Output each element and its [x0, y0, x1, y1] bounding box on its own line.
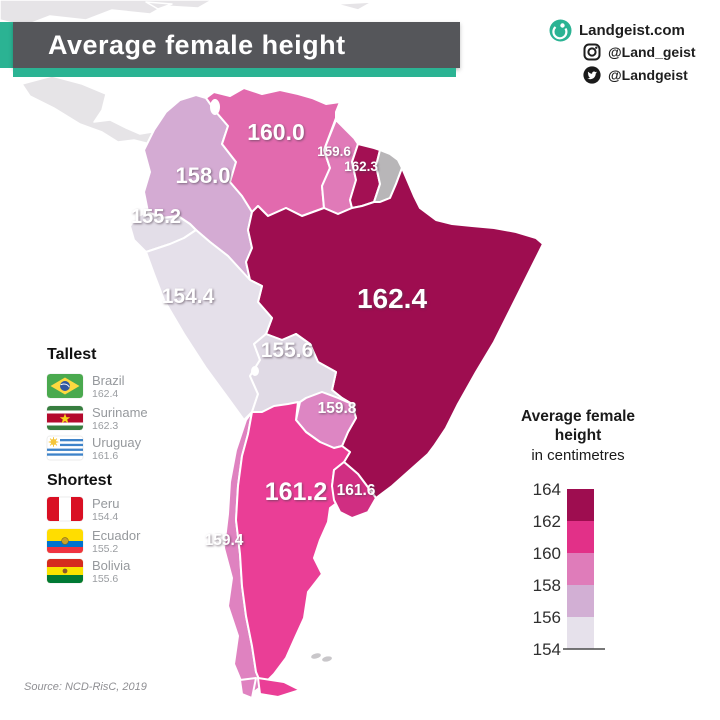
brazil-flag-icon — [47, 374, 83, 398]
scale-subtitle: in centimetres — [531, 447, 625, 464]
island-tierra-del-fuego-argentina — [257, 677, 301, 698]
label-paraguay: 159.8 — [318, 400, 357, 417]
source-credit: Source: NCD-RisC, 2019 — [24, 681, 147, 693]
label-argentina: 161.2 — [265, 478, 328, 506]
tallest-row-brazil: Brazil 162.4 — [47, 374, 125, 400]
country-name: Peru — [92, 496, 120, 511]
peru-flag-icon — [47, 497, 83, 521]
country-value: 162.4 — [92, 388, 119, 400]
background-island-1 — [145, 1, 173, 10]
color-scale: 164 162 160 158 156 154 — [533, 481, 605, 659]
country-argentina — [235, 401, 351, 687]
page-title: Average female height — [48, 30, 346, 60]
scale-tick-162: 162 — [533, 512, 561, 531]
country-name: Uruguay — [92, 435, 142, 450]
scale-swatch-162-160 — [567, 521, 594, 553]
scale-tick-164: 164 — [533, 481, 561, 499]
tallest-heading: Tallest — [47, 346, 97, 363]
label-bolivia: 155.6 — [261, 339, 314, 362]
country-value: 155.6 — [92, 573, 119, 585]
shortest-row-peru: Peru 154.4 — [47, 497, 119, 523]
island-falkland-east — [322, 656, 332, 662]
island-tierra-del-fuego-chile — [239, 677, 257, 699]
uruguay-flag-icon — [47, 436, 83, 460]
label-suriname: 162.3 — [344, 159, 378, 174]
country-value: 161.6 — [92, 450, 119, 462]
country-value: 162.3 — [92, 420, 119, 432]
label-venezuela: 160.0 — [247, 119, 305, 145]
scale-swatch-164-162 — [567, 489, 594, 521]
scale-swatch-156-154 — [567, 617, 594, 649]
tallest-row-uruguay: Uruguay 161.6 — [47, 436, 141, 462]
label-peru: 154.4 — [162, 285, 215, 308]
branding-site: Landgeist.com — [549, 19, 685, 42]
country-value: 154.4 — [92, 511, 119, 523]
country-uruguay — [331, 461, 377, 519]
banner-accent-bottom — [13, 68, 456, 77]
scale-tick-160: 160 — [533, 544, 561, 563]
ecuador-flag-icon — [47, 529, 83, 553]
country-name: Brazil — [92, 373, 125, 388]
lake-titicaca — [251, 366, 259, 376]
background-land-central-america — [21, 75, 161, 145]
country-name: Suriname — [92, 405, 148, 420]
scale-swatch-160-158 — [567, 553, 594, 585]
scale-title-line1: Average female — [520, 408, 636, 425]
country-name: Bolivia — [92, 558, 131, 573]
twitter-icon — [583, 66, 601, 84]
instagram-icon — [583, 43, 601, 61]
label-ecuador: 155.2 — [131, 206, 181, 228]
shortest-row-bolivia: Bolivia 155.6 — [47, 559, 130, 585]
label-chile: 159.4 — [205, 532, 244, 549]
scale-tick-158: 158 — [533, 576, 561, 595]
label-uruguay: 161.6 — [337, 482, 376, 499]
bolivia-flag-icon — [47, 559, 83, 583]
island-falkland-west — [311, 653, 321, 659]
site-name: Landgeist.com — [579, 22, 685, 39]
scale-tick-154: 154 — [533, 640, 561, 659]
country-name: Ecuador — [92, 528, 141, 543]
country-value: 155.2 — [92, 543, 119, 555]
shortest-heading: Shortest — [47, 472, 112, 489]
label-brazil: 162.4 — [357, 283, 427, 314]
scale-swatch-158-156 — [567, 585, 594, 617]
twitter-handle: @Landgeist — [608, 67, 688, 83]
suriname-flag-icon — [47, 406, 83, 430]
lake-maracaibo — [210, 99, 220, 115]
branding-twitter: @Landgeist — [583, 66, 688, 84]
shortest-row-ecuador: Ecuador 155.2 — [47, 529, 140, 555]
landgeist-logo — [549, 19, 572, 42]
instagram-handle: @Land_geist — [608, 44, 696, 60]
branding-instagram: @Land_geist — [583, 43, 696, 61]
background-island-2 — [335, 1, 373, 11]
label-colombia: 158.0 — [175, 163, 230, 188]
title-banner: Average female height — [13, 22, 460, 68]
banner-accent-left — [0, 22, 13, 68]
scale-tick-156: 156 — [533, 608, 561, 627]
tallest-row-suriname: Suriname 162.3 — [47, 406, 148, 432]
scale-title-line2: height — [554, 427, 602, 444]
label-guyana: 159.6 — [317, 144, 351, 159]
